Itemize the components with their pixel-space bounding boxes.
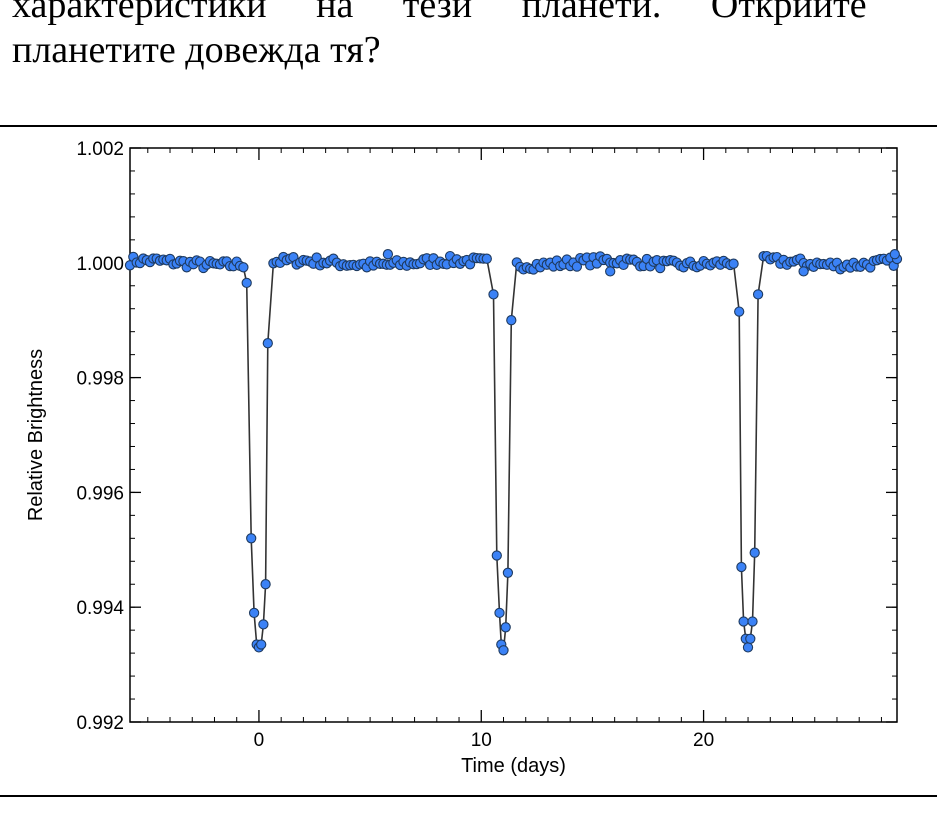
data-point [752,289,764,300]
data-point [734,306,745,317]
data-point [605,266,616,277]
data-point [494,607,505,619]
data-point [248,607,260,619]
data-point [256,639,267,650]
data-point [498,645,509,656]
y-tick-label: 0.996 [76,483,124,504]
data-points [124,249,903,656]
data-point [246,533,257,544]
data-point [798,266,809,277]
data-point [749,547,760,558]
question-text-line-1: характеристики на тези планети. Открийте [12,0,867,26]
y-tick-label: 0.994 [76,598,124,619]
data-point [742,642,754,653]
y-axis-label: Relative Brightness [25,349,47,521]
data-line [129,254,898,651]
data-point [481,253,492,264]
data-point [738,616,749,627]
y-tick-label: 1.002 [76,139,124,160]
plot-frame [129,147,898,723]
top-divider [0,125,937,127]
data-point [260,579,271,590]
question-text-line-2: планетите довежда тя? [12,29,381,71]
data-point [745,633,756,644]
data-point [382,249,394,260]
data-point [728,258,739,269]
data-point [889,249,900,260]
y-tick-label: 1.000 [76,254,124,275]
x-axis-label: Time (days) [461,755,566,777]
data-point [488,289,499,300]
data-point [506,315,517,326]
y-tick-label: 0.992 [76,713,124,734]
data-point [500,622,511,633]
data-point [736,561,747,573]
x-tick-label: 20 [693,730,714,751]
data-point [241,277,252,289]
data-point [502,567,514,578]
data-point [491,550,502,561]
y-tick-label: 0.998 [76,369,124,390]
data-point [262,338,273,349]
axis-ticks [130,147,897,723]
light-curve-chart: 0.992 0.994 0.996 0.998 1.000 1.002 0 10 20 Time… [25,139,903,777]
x-tick-label: 10 [471,730,492,751]
x-tick-label: 0 [254,730,265,751]
bottom-divider [0,795,937,797]
data-point [238,262,249,273]
data-point [747,616,758,627]
tick-labels: 0.992 0.994 0.996 0.998 1.000 1.002 0 10 20 [76,139,714,751]
data-point [258,619,269,630]
